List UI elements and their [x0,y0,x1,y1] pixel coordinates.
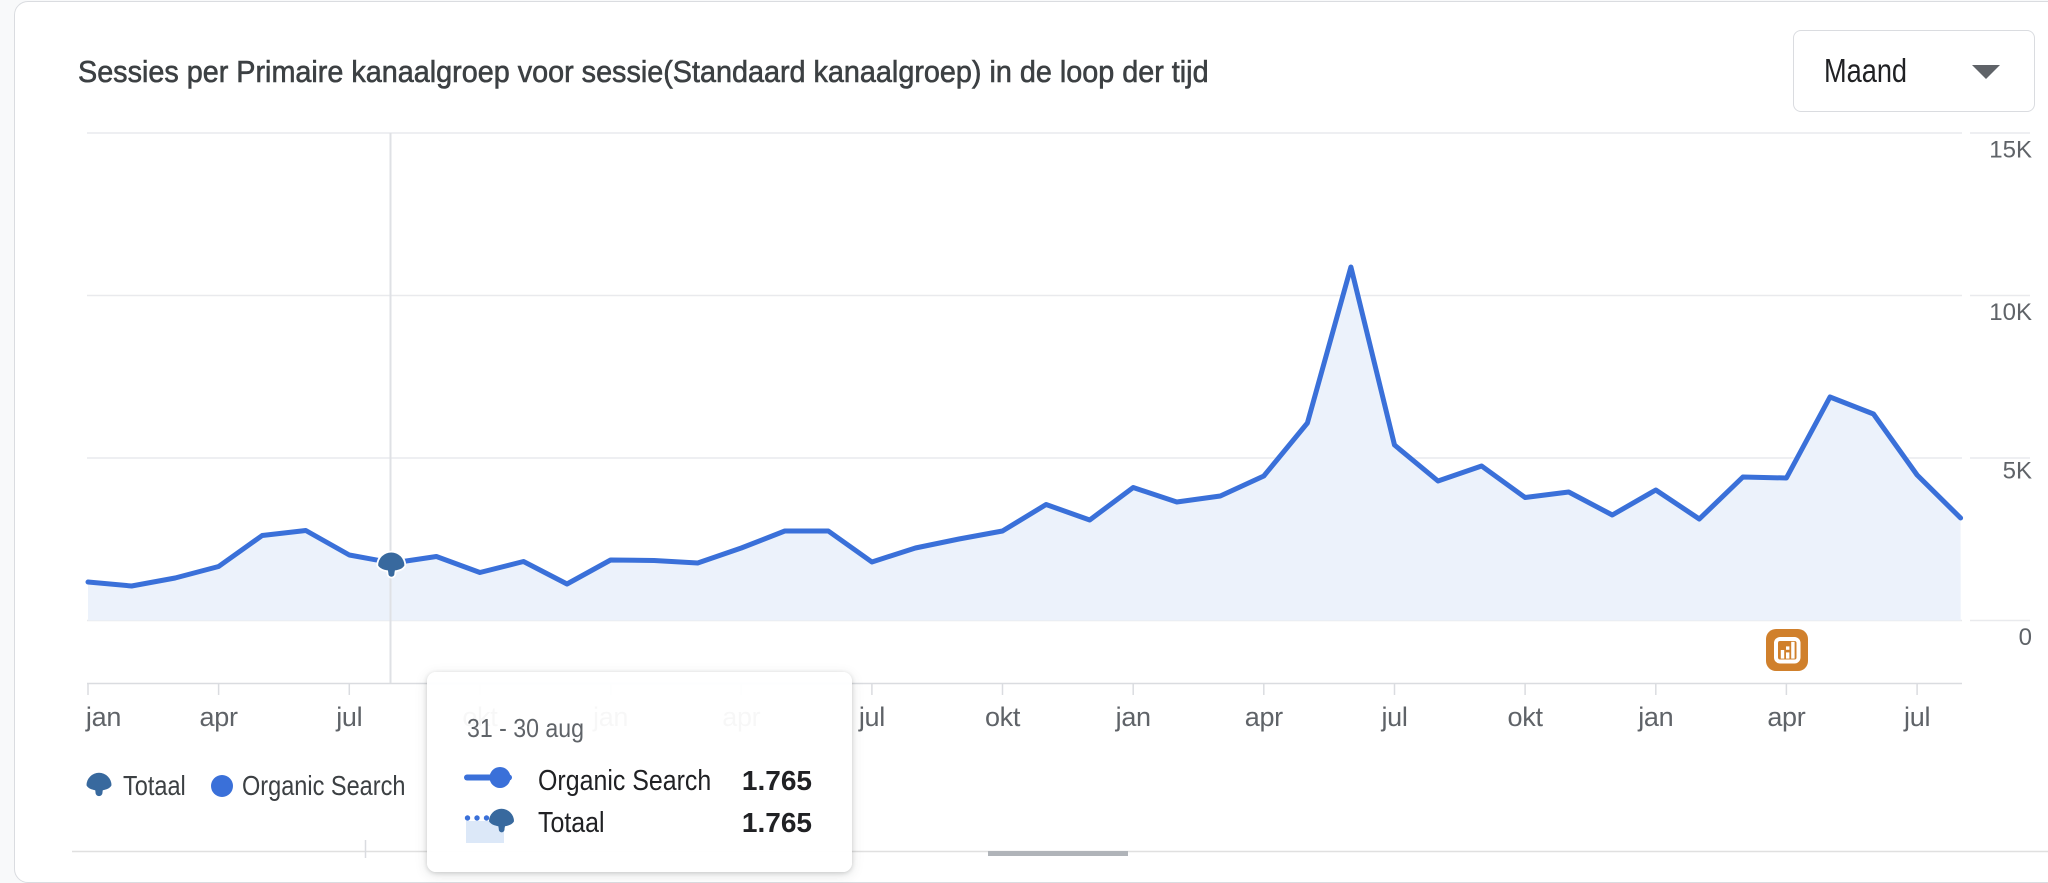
svg-text:jan: jan [1637,702,1673,732]
svg-text:10K: 10K [1989,299,2032,326]
svg-text:jan: jan [85,702,121,732]
svg-text:jul: jul [335,702,362,732]
svg-text:0: 0 [2019,624,2032,651]
svg-text:apr: apr [200,702,238,732]
svg-text:apr: apr [1245,702,1283,732]
svg-text:5K: 5K [2003,458,2032,485]
svg-text:okt: okt [1508,702,1544,732]
svg-text:15K: 15K [1989,136,2032,163]
svg-text:apr: apr [1767,702,1805,732]
svg-text:okt: okt [985,702,1021,732]
svg-text:jul: jul [1380,702,1407,732]
svg-text:jan: jan [1115,702,1151,732]
svg-text:jul: jul [858,702,885,732]
svg-text:jul: jul [1903,702,1930,732]
